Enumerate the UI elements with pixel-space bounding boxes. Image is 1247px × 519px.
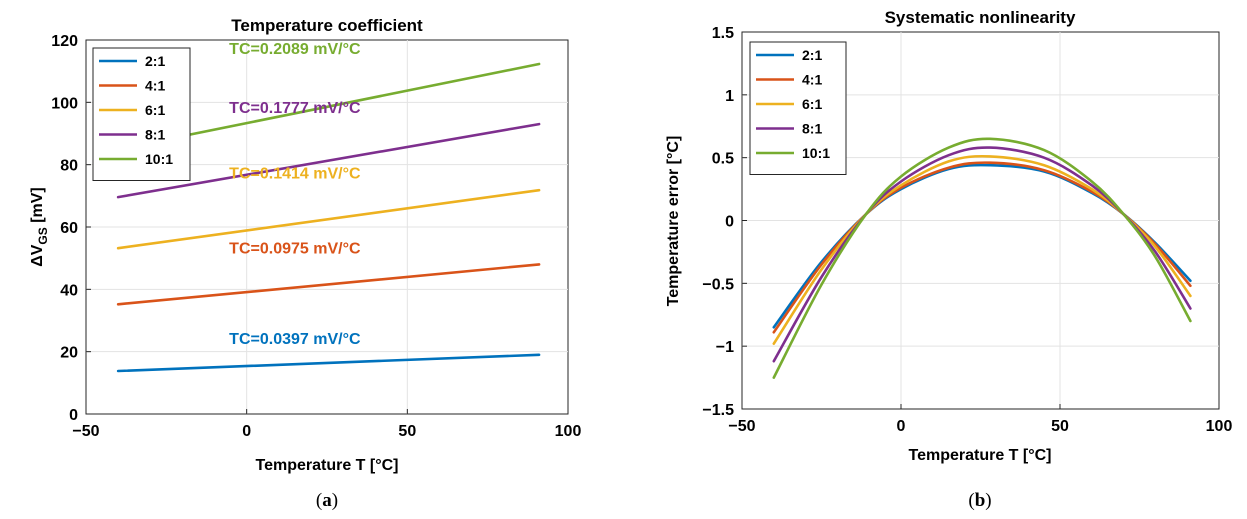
legend-entry: 4:1 <box>802 72 822 88</box>
legend-entry: 2:1 <box>145 53 165 69</box>
x-axis-label-b: Temperature T [°C] <box>908 447 1051 464</box>
y-tick-label: 80 <box>60 158 78 175</box>
caption-a-open: ( <box>316 490 322 511</box>
x-tick-label: 0 <box>242 423 251 440</box>
legend-entry: 10:1 <box>802 145 830 161</box>
caption-a-letter: a <box>322 490 332 511</box>
y-tick-label: 120 <box>51 33 78 50</box>
y-label-unit: [mV] <box>29 187 46 227</box>
legend-entry: 2:1 <box>802 47 822 63</box>
series-line-10-to-1 <box>772 137 1192 379</box>
series-line-6-to-1 <box>116 188 541 250</box>
y-tick-label: 40 <box>60 282 78 299</box>
series-line-4-to-1 <box>116 263 541 306</box>
y-tick-label: 0 <box>725 214 734 231</box>
y-tick-label: −0.5 <box>702 276 734 293</box>
y-tick-label: −1 <box>716 339 734 356</box>
y-axis-label-a: ΔVGS [mV] <box>29 187 50 267</box>
caption-b: (b) <box>968 490 991 511</box>
legend-box <box>749 41 847 175</box>
legend-entry: 6:1 <box>145 102 165 118</box>
y-tick-label: −1.5 <box>702 402 734 419</box>
panel-b-systematic-nonlinearity: −50 0 50 100 −1.5 −1 −0.5 0 0.5 1 1.5 2:1 4:1 6:1 8:1… <box>665 8 1232 511</box>
tc-annotation-10-to-1: TC=0.2089 mV/°C <box>229 41 361 58</box>
tc-annotation-8-to-1: TC=0.1777 mV/°C <box>229 100 361 117</box>
series-line-2-to-1 <box>116 353 541 373</box>
panel-a-temperature-coefficient: TC=0.0397 mV/°C TC=0.0975 mV/°C TC=0.1414 … <box>29 16 581 511</box>
y-tick-label: 20 <box>60 345 78 362</box>
y-tick-label: 1 <box>725 88 734 105</box>
legend-entry: 8:1 <box>802 121 822 137</box>
y-tick-label: 60 <box>60 220 78 237</box>
y-tick-label: 100 <box>51 95 78 112</box>
series-line-8-to-1 <box>116 122 541 199</box>
y-label-subscript: GS <box>36 227 50 244</box>
legend-entry: 10:1 <box>145 151 173 167</box>
tc-annotation-4-to-1: TC=0.0975 mV/°C <box>229 240 361 257</box>
y-tick-label: 1.5 <box>712 25 734 42</box>
x-tick-label: 100 <box>1206 418 1233 435</box>
legend-a: 2:1 4:1 6:1 8:1 10:1 <box>92 47 191 181</box>
caption-b-close: ) <box>985 490 991 511</box>
legend-entry: 8:1 <box>145 127 165 143</box>
legend-b: 2:1 4:1 6:1 8:1 10:1 <box>749 41 847 175</box>
y-axis-label-b: Temperature error [°C] <box>665 136 682 307</box>
tc-annotation-6-to-1: TC=0.1414 mV/°C <box>229 166 361 183</box>
caption-a: (a) <box>316 490 338 511</box>
caption-a-close: ) <box>332 490 338 511</box>
y-label-main: ΔV <box>29 244 46 267</box>
tc-annotation-2-to-1: TC=0.0397 mV/°C <box>229 331 361 348</box>
chart-title-a: Temperature coefficient <box>231 16 423 35</box>
legend-entry: 4:1 <box>145 78 165 94</box>
series-lines-b <box>772 137 1192 379</box>
y-tick-label: 0 <box>69 407 78 424</box>
chart-title-b: Systematic nonlinearity <box>885 8 1076 27</box>
x-tick-label: −50 <box>72 423 99 440</box>
x-axis-label-a: Temperature T [°C] <box>255 457 398 474</box>
tick-labels-b: −50 0 50 100 −1.5 −1 −0.5 0 0.5 1 1.5 <box>702 25 1232 435</box>
x-tick-label: −50 <box>728 418 755 435</box>
x-tick-label: 100 <box>555 423 582 440</box>
tc-annotations: TC=0.0397 mV/°C TC=0.0975 mV/°C TC=0.1414 … <box>229 41 361 348</box>
x-tick-label: 0 <box>897 418 906 435</box>
y-tick-label: 0.5 <box>712 151 734 168</box>
x-tick-label: 50 <box>1051 418 1069 435</box>
x-tick-label: 50 <box>398 423 416 440</box>
legend-box <box>92 47 191 181</box>
caption-b-open: ( <box>968 490 974 511</box>
caption-b-letter: b <box>975 490 986 511</box>
legend-entry: 6:1 <box>802 96 822 112</box>
